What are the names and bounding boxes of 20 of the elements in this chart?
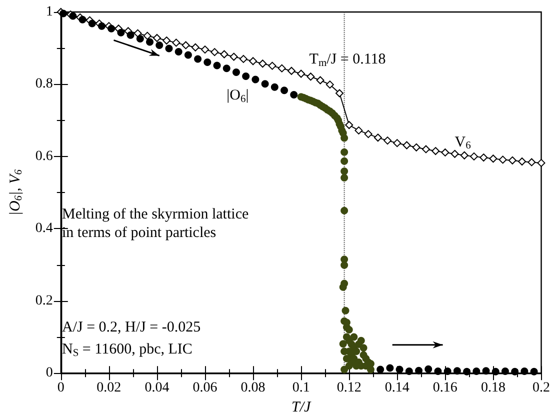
annotation: Melting of the skyrmion lattice in terms of point particles — [62, 206, 249, 242]
x-tick-label: 0.02 — [96, 380, 122, 396]
annotation: A/J = 0.2, H/J = -0.025 — [62, 319, 201, 336]
y-tick-label: 0.4 — [35, 221, 53, 236]
x-tick-label: 0.16 — [432, 380, 458, 396]
y-tick-label: 0 — [46, 366, 53, 381]
x-tick-label: 0.12 — [336, 380, 362, 396]
x-tick-label: 0.14 — [384, 380, 410, 396]
x-axis-title: T/J — [291, 400, 312, 416]
y-tick-label: 0.6 — [35, 148, 53, 164]
y-tick-label: 0.2 — [35, 293, 53, 308]
x-tick-label: 0.1 — [292, 380, 310, 396]
x-tick-label: 0.18 — [480, 380, 506, 396]
x-tick-label: 0.08 — [240, 380, 266, 396]
x-tick-label: 0 — [57, 380, 64, 396]
x-tick-label: 0.2 — [532, 380, 550, 396]
x-tick-label: 0.04 — [144, 380, 170, 396]
x-tick-label: 0.06 — [192, 380, 218, 396]
y-tick-label: 0.8 — [35, 76, 53, 92]
y-tick-label: 1 — [46, 4, 53, 20]
